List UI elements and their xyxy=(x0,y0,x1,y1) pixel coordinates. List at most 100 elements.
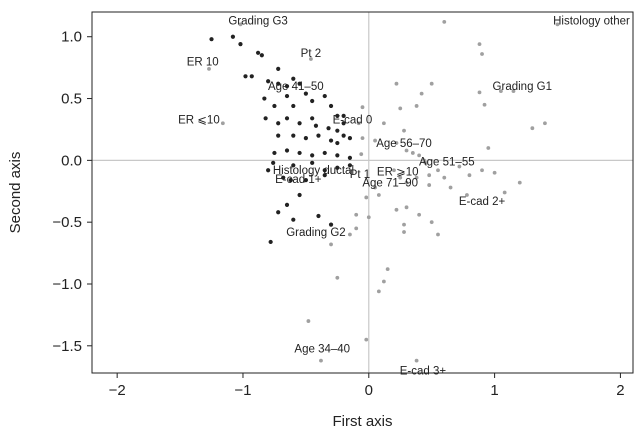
data-point xyxy=(364,195,369,200)
reference-lines xyxy=(92,12,633,373)
x-tick-label: 2 xyxy=(616,382,624,399)
data-point xyxy=(297,192,302,198)
point-label: E-cad 2+ xyxy=(459,196,506,208)
data-point xyxy=(328,138,334,143)
point-label: ER 10 xyxy=(187,56,219,68)
point-label: ER ⩽10 xyxy=(178,115,220,127)
data-point xyxy=(376,289,381,294)
data-point xyxy=(243,74,248,79)
x-axis-title: First axis xyxy=(333,413,393,430)
data-point xyxy=(429,220,434,225)
data-point xyxy=(303,91,308,96)
data-point xyxy=(410,151,415,155)
data-point xyxy=(271,160,276,165)
data-point xyxy=(284,93,290,99)
data-point xyxy=(436,168,440,173)
data-point xyxy=(284,84,290,89)
data-point xyxy=(310,98,315,104)
data-point xyxy=(480,52,484,56)
point-label: Pt 2 xyxy=(301,48,321,60)
data-point xyxy=(291,163,296,168)
y-tick-label: −0.5 xyxy=(52,214,82,231)
data-point xyxy=(457,164,462,169)
point-annotations: Grading G3 Histology other ER 10 Pt 2 Age 41… xyxy=(178,16,630,378)
data-point xyxy=(303,178,308,183)
data-point xyxy=(310,160,315,165)
data-point xyxy=(398,175,403,180)
data-point xyxy=(492,170,497,175)
data-point xyxy=(335,140,340,146)
data-point xyxy=(335,113,340,118)
data-point xyxy=(417,212,422,217)
data-point xyxy=(394,207,399,212)
data-point xyxy=(319,358,323,363)
data-point xyxy=(341,121,346,126)
data-point xyxy=(291,76,296,81)
data-point xyxy=(482,102,487,107)
data-point xyxy=(517,180,522,185)
data-point xyxy=(322,93,327,99)
data-point xyxy=(238,42,243,47)
data-point xyxy=(402,222,406,227)
data-point xyxy=(288,178,293,183)
point-label: Age 56–70 xyxy=(376,138,432,150)
data-point xyxy=(259,53,264,58)
data-point xyxy=(230,34,236,39)
data-point xyxy=(381,121,386,126)
data-point xyxy=(266,168,271,173)
point-label: Grading G1 xyxy=(493,81,552,93)
data-point xyxy=(284,116,290,121)
data-point xyxy=(313,123,319,128)
data-point xyxy=(341,113,346,118)
plot-frame xyxy=(91,11,634,374)
point-label: Age 51–55 xyxy=(419,157,475,169)
data-point xyxy=(394,141,399,145)
data-point xyxy=(427,183,432,187)
data-point xyxy=(328,222,334,227)
data-point xyxy=(423,160,428,165)
data-point xyxy=(392,168,396,173)
data-point xyxy=(276,210,281,215)
data-point xyxy=(272,103,277,109)
data-point xyxy=(276,81,281,86)
data-point xyxy=(486,146,491,150)
data-point xyxy=(498,89,503,94)
data-point xyxy=(373,138,377,143)
point-label: Histology other xyxy=(553,16,630,28)
data-point xyxy=(398,106,403,111)
point-label: Age 71–90 xyxy=(362,178,418,190)
data-point xyxy=(354,226,359,231)
data-point xyxy=(262,96,267,101)
y-tick-label: −1.5 xyxy=(52,338,82,355)
data-point xyxy=(310,153,315,158)
data-point xyxy=(347,163,353,168)
x-tick-label: 1 xyxy=(490,382,498,399)
data-point xyxy=(297,150,302,156)
data-point xyxy=(417,153,422,158)
x-tick-label: −1 xyxy=(234,382,251,399)
data-point xyxy=(436,232,440,237)
data-point xyxy=(255,50,261,55)
data-point xyxy=(297,81,302,86)
data-point xyxy=(266,79,271,84)
point-label: Pt 1 xyxy=(350,169,370,181)
data-point xyxy=(291,133,296,138)
data-point xyxy=(310,116,315,121)
y-tick-label: 0.0 xyxy=(61,152,82,169)
data-point xyxy=(207,66,211,71)
y-axis-title: Second axis xyxy=(7,152,24,234)
data-point xyxy=(263,116,268,121)
data-point xyxy=(328,103,334,109)
data-point xyxy=(404,205,409,210)
data-point xyxy=(376,193,381,197)
point-label: Age 41–50 xyxy=(268,81,324,93)
data-point xyxy=(414,175,419,180)
data-point xyxy=(502,190,507,195)
data-point xyxy=(366,215,371,220)
data-point xyxy=(419,91,424,96)
data-point xyxy=(555,22,560,27)
data-point xyxy=(543,121,547,126)
data-point xyxy=(385,267,390,272)
data-point xyxy=(281,175,286,180)
data-point xyxy=(404,148,409,153)
